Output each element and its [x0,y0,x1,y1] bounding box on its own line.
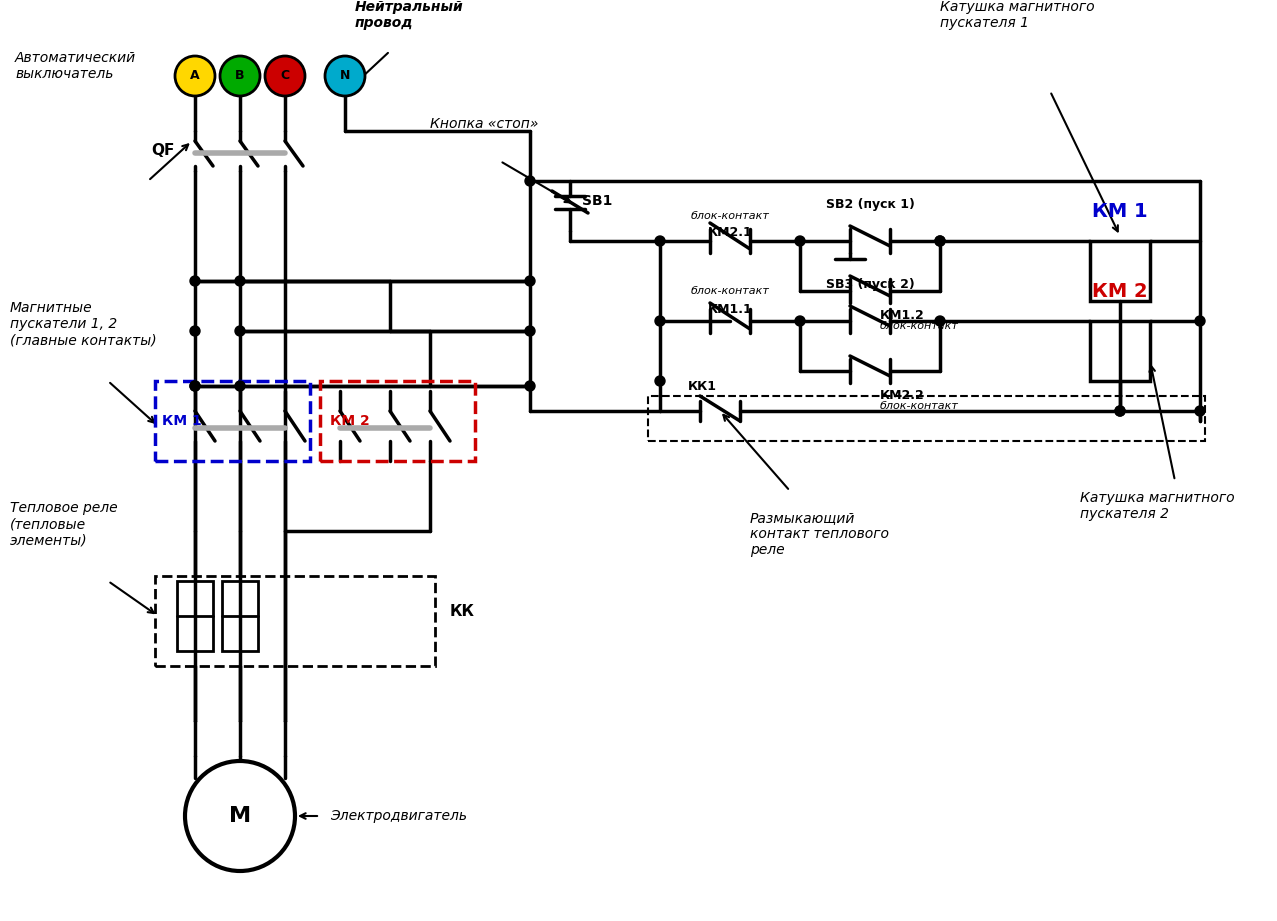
Circle shape [190,381,200,391]
Bar [1091,241,1151,301]
Text: SB3 (пуск 2): SB3 (пуск 2) [826,278,914,291]
Text: М: М [229,806,252,826]
Circle shape [326,56,365,96]
Circle shape [190,326,200,336]
Circle shape [525,276,535,286]
Text: КМ1.1: КМ1.1 [707,303,752,316]
Bar [321,381,475,461]
Text: Катушка магнитного
пускателя 2: Катушка магнитного пускателя 2 [1080,491,1235,521]
Circle shape [190,381,200,391]
Text: блок-контакт: блок-контакт [691,286,770,296]
Text: Кнопка «стоп»: Кнопка «стоп» [430,117,539,131]
Text: Автоматический
выключатель: Автоматический выключатель [15,51,137,81]
Text: блок-контакт: блок-контакт [691,211,770,221]
Circle shape [935,236,945,246]
Circle shape [655,316,665,326]
Circle shape [175,56,215,96]
Text: Тепловое реле
(тепловые
элементы): Тепловое реле (тепловые элементы) [10,501,117,547]
Circle shape [1115,406,1125,416]
Text: КМ2.2: КМ2.2 [880,389,925,402]
Circle shape [796,316,805,326]
Text: КМ 1: КМ 1 [1092,202,1148,221]
Circle shape [190,276,200,286]
Circle shape [655,236,665,246]
Circle shape [935,316,945,326]
Text: A: A [190,69,199,83]
Bar [155,576,435,666]
Text: QF: QF [152,144,175,158]
Circle shape [525,326,535,336]
Text: КК: КК [450,603,475,619]
Text: SB1: SB1 [582,194,613,208]
Circle shape [220,56,261,96]
Text: Магнитные
пускатели 1, 2
(главные контакты): Магнитные пускатели 1, 2 (главные контак… [10,301,157,347]
Bar [222,581,258,651]
Text: блок-контакт: блок-контакт [880,401,959,411]
Circle shape [1115,406,1125,416]
Text: КК1: КК1 [688,380,716,393]
Circle shape [935,236,945,246]
Text: Электродвигатель: Электродвигатель [329,809,467,823]
Circle shape [266,56,305,96]
Text: КМ 1: КМ 1 [162,414,202,428]
Text: блок-контакт: блок-контакт [880,321,959,331]
Text: КМ 2: КМ 2 [1092,282,1148,301]
Text: КМ 2: КМ 2 [329,414,370,428]
Circle shape [525,176,535,186]
Circle shape [655,376,665,386]
Text: КМ2.1: КМ2.1 [707,226,752,239]
Circle shape [1195,406,1205,416]
Circle shape [235,381,245,391]
Text: N: N [340,69,350,83]
Circle shape [185,761,295,871]
Text: B: B [235,69,245,83]
Bar [1091,321,1151,381]
Circle shape [796,236,805,246]
Text: Нейтральный
провод: Нейтральный провод [355,0,464,30]
Text: Катушка магнитного
пускателя 1: Катушка магнитного пускателя 1 [940,0,1094,30]
Bar [178,581,213,651]
Text: Размыкающий
контакт теплового
реле: Размыкающий контакт теплового реле [750,511,889,557]
Bar [155,381,310,461]
Bar [647,396,1205,441]
Circle shape [1195,316,1205,326]
Circle shape [525,381,535,391]
Circle shape [235,326,245,336]
Circle shape [235,276,245,286]
Text: КМ1.2: КМ1.2 [880,309,925,322]
Text: C: C [281,69,290,83]
Text: SB2 (пуск 1): SB2 (пуск 1) [825,198,914,211]
